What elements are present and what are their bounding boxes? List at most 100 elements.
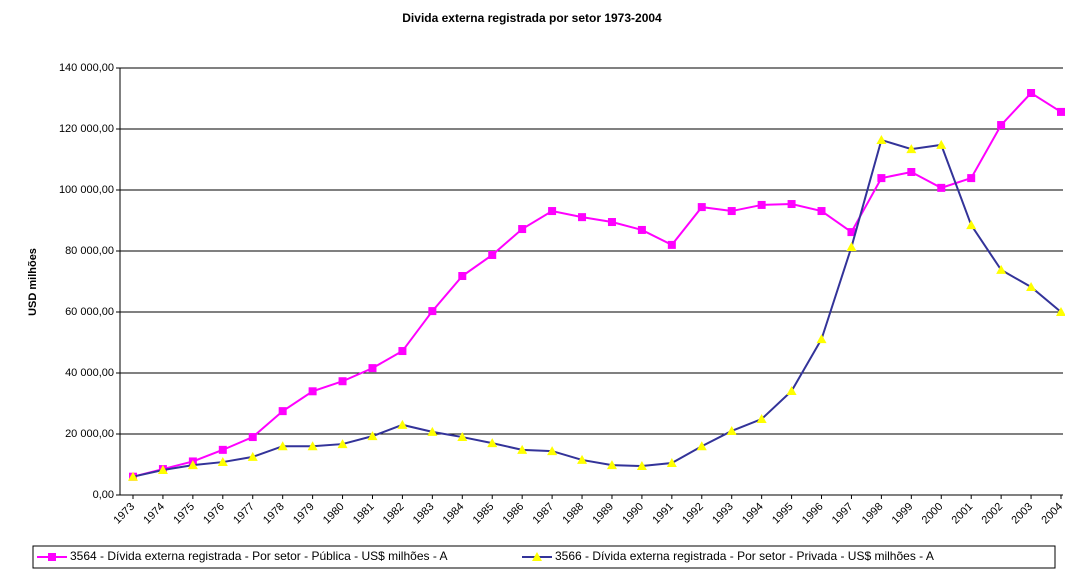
data-point xyxy=(816,334,827,344)
data-point xyxy=(967,174,976,183)
data-point xyxy=(488,250,497,259)
data-point xyxy=(787,200,796,209)
y-tick-label: 140 000,00 xyxy=(59,62,114,74)
chart-title: Divida externa registrada por setor 1973… xyxy=(402,11,662,25)
data-point xyxy=(398,347,407,356)
y-tick-label: 120 000,00 xyxy=(59,123,114,135)
legend-marker xyxy=(532,552,542,561)
x-tick-label: 1974 xyxy=(141,501,167,527)
data-point xyxy=(397,419,408,429)
data-point xyxy=(876,134,887,144)
x-tick-label: 1985 xyxy=(471,501,497,527)
x-tick-label: 1995 xyxy=(770,501,796,527)
x-tick-label: 1988 xyxy=(560,501,586,527)
y-tick-label: 100 000,00 xyxy=(59,184,114,196)
data-point xyxy=(996,264,1007,274)
data-point xyxy=(578,213,587,222)
data-point xyxy=(817,207,826,216)
x-tick-label: 1997 xyxy=(830,501,856,527)
data-point xyxy=(338,377,347,386)
data-point xyxy=(247,451,258,461)
x-tick-label: 1980 xyxy=(321,501,347,527)
data-point xyxy=(607,218,616,227)
data-point xyxy=(368,364,377,373)
x-tick-label: 1989 xyxy=(590,501,616,527)
x-tick-label: 1983 xyxy=(411,501,437,527)
data-point xyxy=(1027,89,1036,98)
x-tick-label: 1996 xyxy=(800,501,826,527)
legend-label: 3566 - Dívida externa registrada - Por s… xyxy=(555,549,934,563)
x-tick-label: 1990 xyxy=(620,501,646,527)
data-point xyxy=(308,387,317,396)
x-tick-label: 1992 xyxy=(680,501,706,527)
data-point xyxy=(727,207,736,216)
data-point xyxy=(367,431,378,441)
x-tick-label: 1986 xyxy=(501,501,527,527)
data-point xyxy=(906,144,917,154)
data-point xyxy=(997,121,1006,130)
series-line xyxy=(132,91,1062,478)
data-point xyxy=(1026,281,1037,291)
data-point xyxy=(517,444,528,454)
data-point xyxy=(427,426,438,436)
data-point xyxy=(337,439,348,449)
data-point xyxy=(577,454,588,464)
data-point xyxy=(277,441,288,451)
data-point xyxy=(128,471,138,481)
x-tick-label: 2000 xyxy=(920,501,946,527)
y-tick-label: 60 000,00 xyxy=(65,306,114,318)
data-point xyxy=(637,225,646,234)
data-point xyxy=(547,446,558,456)
data-point xyxy=(217,457,228,467)
data-point xyxy=(218,445,227,454)
x-tick-label: 1998 xyxy=(860,501,886,527)
data-point xyxy=(696,441,707,451)
x-tick-label: 1976 xyxy=(201,501,227,527)
data-point xyxy=(847,228,856,237)
data-point xyxy=(877,174,886,183)
x-tick-label: 1975 xyxy=(171,501,197,527)
data-point xyxy=(697,203,706,212)
data-point xyxy=(726,425,737,435)
data-point xyxy=(428,307,437,316)
data-point xyxy=(786,385,797,395)
data-point xyxy=(937,183,946,192)
y-tick-label: 80 000,00 xyxy=(65,245,114,257)
data-point xyxy=(966,220,977,230)
data-point xyxy=(487,438,498,448)
legend-marker xyxy=(48,553,56,561)
y-tick-label: 0,00 xyxy=(93,489,114,501)
data-point xyxy=(1057,107,1065,116)
x-tick-label: 1981 xyxy=(351,501,377,527)
data-point xyxy=(518,225,527,234)
data-point xyxy=(846,242,857,252)
data-point xyxy=(1056,307,1065,316)
x-tick-label: 2002 xyxy=(980,501,1006,527)
data-point xyxy=(548,207,557,216)
x-tick-label: 1979 xyxy=(291,501,317,527)
x-tick-label: 1984 xyxy=(441,501,467,527)
data-point xyxy=(457,432,468,442)
x-tick-label: 2004 xyxy=(1039,501,1065,527)
x-tick-label: 2003 xyxy=(1009,501,1035,527)
data-point xyxy=(636,461,647,471)
data-point xyxy=(666,457,677,467)
data-point xyxy=(757,200,766,209)
x-tick-label: 1982 xyxy=(381,501,407,527)
legend-label: 3564 - Dívida externa registrada - Por s… xyxy=(70,549,448,563)
y-tick-label: 20 000,00 xyxy=(65,428,114,440)
data-point xyxy=(936,139,947,149)
data-point xyxy=(907,168,916,177)
x-tick-label: 1973 xyxy=(111,501,137,527)
x-tick-label: 1994 xyxy=(740,501,766,527)
data-point xyxy=(248,433,257,442)
y-tick-label: 40 000,00 xyxy=(65,367,114,379)
series-line xyxy=(132,138,1062,478)
data-point xyxy=(458,272,467,281)
x-tick-label: 1978 xyxy=(261,501,287,527)
x-tick-label: 1993 xyxy=(710,501,736,527)
x-tick-label: 1977 xyxy=(231,501,257,527)
legend-box xyxy=(32,545,1056,569)
y-axis-label: USD milhões xyxy=(27,248,39,316)
